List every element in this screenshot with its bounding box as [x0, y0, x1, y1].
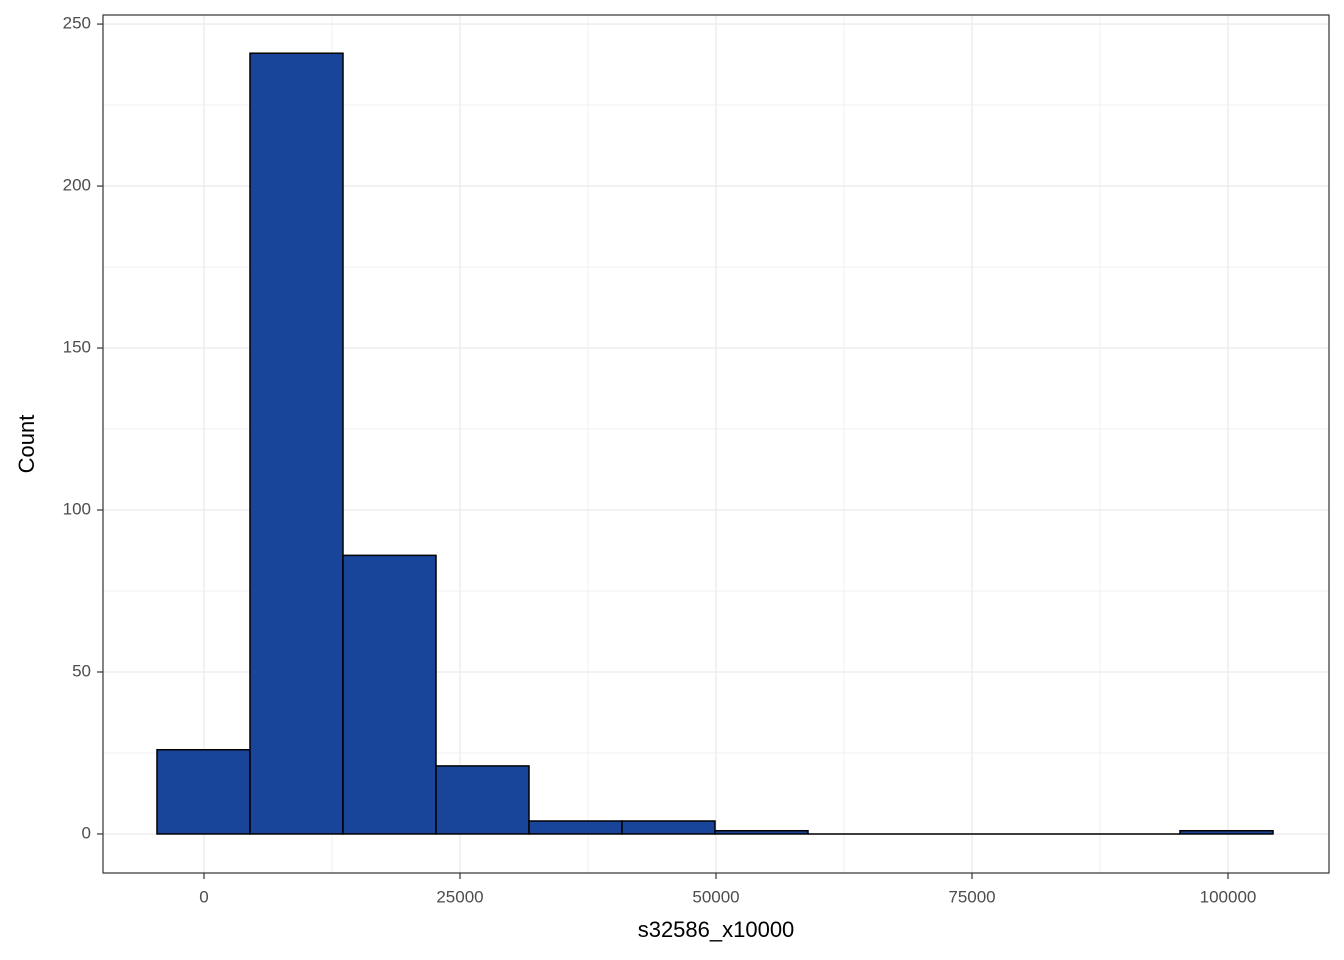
- x-tick-label: 75000: [948, 887, 995, 906]
- y-tick-label: 150: [63, 338, 91, 357]
- bar: [342, 554, 437, 835]
- bar: [528, 820, 623, 835]
- bar: [249, 52, 344, 835]
- y-tick-label: 100: [63, 499, 91, 518]
- y-tick-label: 250: [63, 14, 91, 33]
- bar: [714, 829, 809, 835]
- bar: [1179, 829, 1274, 835]
- x-tick-label: 25000: [436, 887, 483, 906]
- bar: [621, 820, 716, 835]
- bar: [435, 765, 530, 835]
- y-axis-title: Count: [14, 415, 39, 474]
- axes: 0 25000 50000 75000 100000 0 50 100 150 200 250: [63, 14, 1257, 907]
- y-tick-label: 50: [72, 661, 91, 680]
- x-tick-label: 0: [199, 887, 208, 906]
- bar: [156, 748, 251, 835]
- y-tick-label: 0: [82, 823, 91, 842]
- bars: [156, 52, 1274, 835]
- y-tick-label: 200: [63, 176, 91, 195]
- x-axis-title: s32586_x10000: [638, 917, 795, 942]
- x-tick-label: 100000: [1200, 887, 1257, 906]
- x-tick-label: 50000: [692, 887, 739, 906]
